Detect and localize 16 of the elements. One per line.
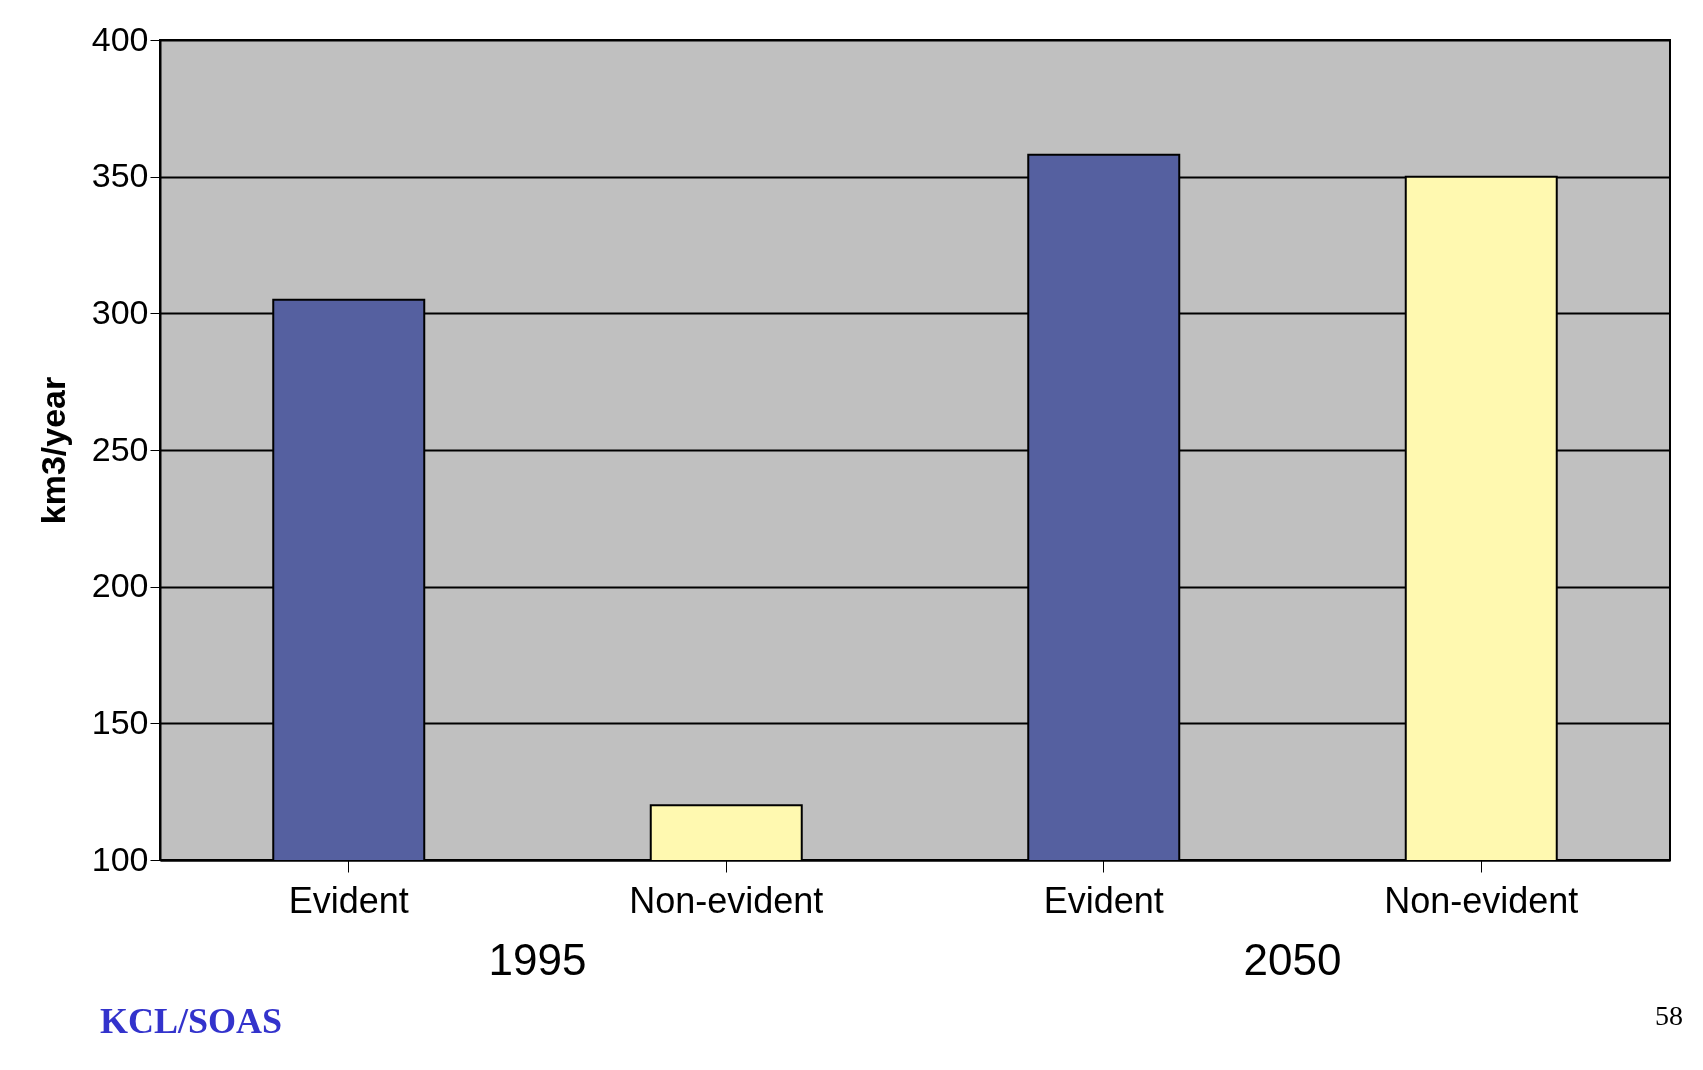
text: 58 bbox=[1655, 1000, 1683, 1032]
y-tick-label: 350 bbox=[91, 156, 149, 195]
text: KCL/SOAS bbox=[100, 1000, 283, 1042]
x-tick-label: Evident bbox=[288, 879, 409, 921]
x-tick-label: Non-evident bbox=[629, 879, 824, 921]
text: 1995 bbox=[487, 935, 588, 985]
y-tick-label: 400 bbox=[91, 19, 149, 58]
x-tick-label: Non-evident bbox=[1384, 879, 1579, 921]
y-tick-label: 200 bbox=[91, 566, 149, 605]
y-tick-label: 250 bbox=[91, 429, 149, 468]
y-tick-label: 100 bbox=[91, 839, 149, 878]
y-axis-title: km3/year bbox=[33, 376, 72, 525]
y-tick-label: 300 bbox=[91, 292, 149, 331]
y-tick-label: 150 bbox=[91, 702, 149, 741]
text: 2050 bbox=[1242, 935, 1343, 985]
x-tick-label: Evident bbox=[1043, 879, 1164, 921]
